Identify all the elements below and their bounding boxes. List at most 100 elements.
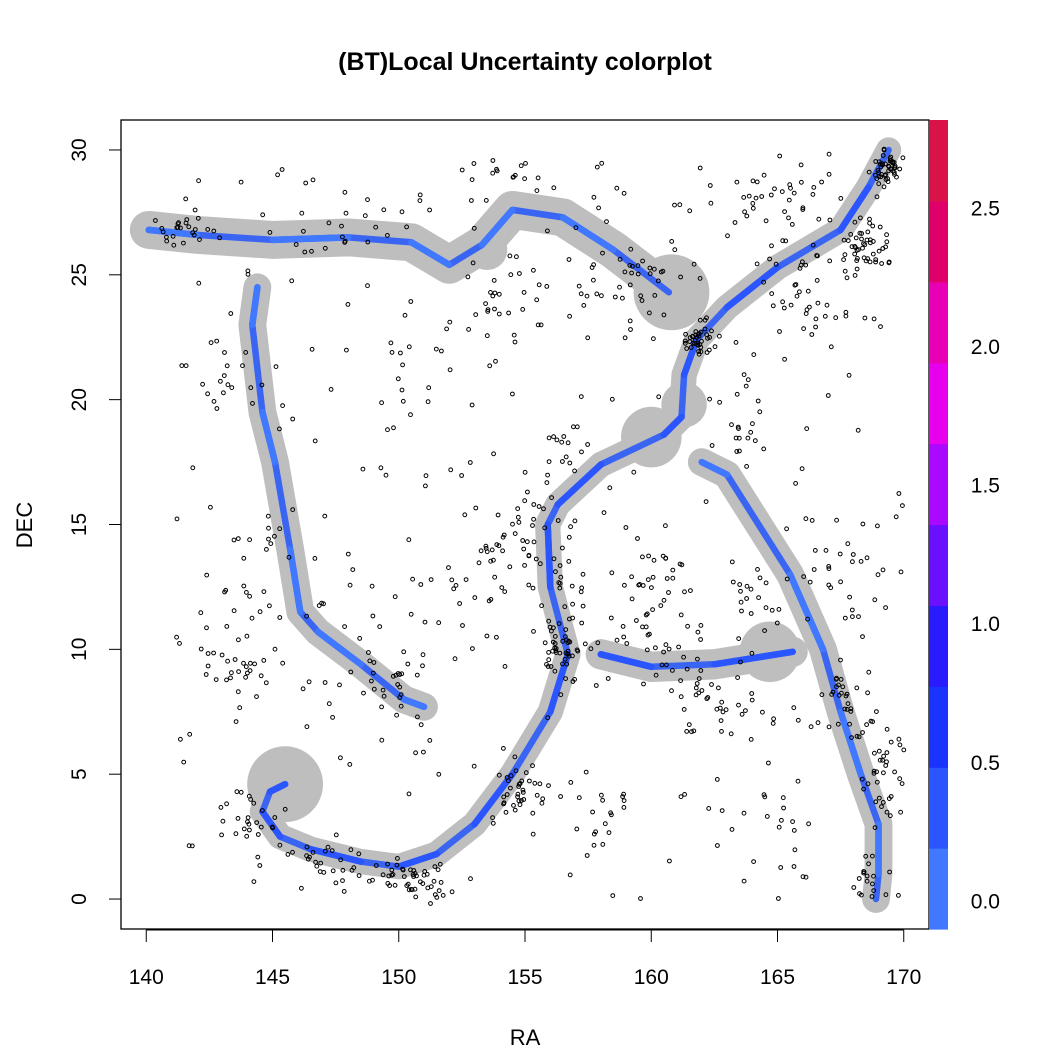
data-point: [196, 280, 202, 286]
data-point: [815, 300, 821, 306]
data-point: [593, 683, 599, 688]
data-point: [211, 228, 217, 234]
data-point: [651, 266, 657, 272]
data-point: [225, 658, 231, 664]
data-point: [870, 853, 875, 859]
data-point: [695, 629, 701, 635]
data-point: [889, 159, 895, 165]
data-point: [533, 556, 539, 562]
data-point: [870, 719, 875, 725]
data-point: [591, 262, 596, 268]
data-point: [342, 189, 348, 195]
data-point: [836, 682, 841, 688]
data-point: [304, 844, 310, 850]
colorbar-swatch: [929, 848, 948, 930]
data-point: [627, 318, 633, 324]
data-point: [855, 427, 861, 433]
data-point: [279, 167, 285, 172]
data-point: [342, 624, 348, 629]
data-point: [304, 613, 310, 619]
data-point: [446, 565, 451, 570]
data-point: [181, 759, 187, 765]
data-point: [241, 555, 247, 561]
data-point: [591, 842, 597, 848]
data-point: [896, 491, 902, 496]
data-point: [756, 595, 761, 600]
data-point: [214, 338, 220, 344]
data-point: [438, 880, 444, 885]
data-point: [640, 583, 646, 588]
data-point: [306, 679, 312, 685]
colorbar-swatch: [929, 767, 948, 849]
data-point: [808, 724, 814, 730]
colorbar-swatch: [929, 362, 948, 445]
data-point: [550, 648, 555, 654]
data-point: [229, 670, 234, 676]
data-point: [261, 589, 267, 594]
data-point: [383, 472, 389, 478]
data-point: [570, 679, 576, 684]
data-point: [795, 778, 801, 784]
data-point: [488, 558, 494, 564]
data-point: [333, 832, 339, 838]
data-point: [707, 335, 712, 340]
data-point: [258, 673, 264, 679]
data-point: [434, 895, 440, 900]
data-point: [834, 517, 839, 523]
data-point: [663, 523, 668, 529]
data-point: [556, 580, 562, 586]
data-point: [600, 797, 605, 803]
y-tick-label: 20: [68, 388, 91, 411]
data-point: [666, 590, 671, 595]
data-point: [247, 537, 253, 543]
data-point: [744, 596, 749, 601]
data-point: [867, 220, 872, 226]
data-point: [490, 820, 496, 826]
data-point: [682, 792, 687, 797]
data-point: [666, 646, 672, 652]
data-point: [827, 217, 833, 223]
data-point: [192, 227, 198, 232]
data-point: [496, 543, 502, 549]
data-point: [621, 634, 627, 640]
data-point: [620, 794, 625, 799]
data-point: [181, 240, 186, 246]
data-point: [708, 200, 714, 206]
data-point: [417, 192, 423, 198]
data-point: [406, 537, 412, 543]
data-point: [187, 731, 193, 737]
data-point: [530, 523, 535, 528]
data-point: [852, 273, 858, 278]
data-point: [423, 483, 428, 489]
data-point: [620, 624, 626, 629]
data-point: [581, 303, 587, 308]
data-point: [845, 238, 851, 244]
data-point: [875, 168, 881, 173]
data-point: [687, 208, 693, 214]
data-point: [800, 205, 806, 211]
data-point: [769, 607, 775, 613]
data-point: [432, 864, 438, 869]
data-point: [681, 654, 686, 660]
data-point: [807, 579, 813, 585]
data-point: [628, 246, 634, 252]
data-point: [811, 567, 817, 572]
data-point: [178, 736, 183, 742]
data-point: [530, 810, 536, 816]
data-point: [670, 668, 675, 673]
data-point: [508, 773, 514, 779]
data-point: [322, 680, 328, 685]
data-point: [773, 261, 779, 267]
data-point: [471, 763, 477, 769]
data-point: [744, 213, 750, 219]
data-point: [696, 690, 702, 696]
data-point: [414, 672, 420, 678]
data-point: [842, 268, 848, 274]
data-point: [762, 794, 768, 800]
y-tick-label: 0: [68, 893, 91, 905]
data-point: [490, 293, 496, 299]
data-point: [465, 274, 471, 280]
data-point: [650, 607, 655, 612]
data-point: [819, 692, 825, 698]
data-point: [449, 889, 455, 895]
